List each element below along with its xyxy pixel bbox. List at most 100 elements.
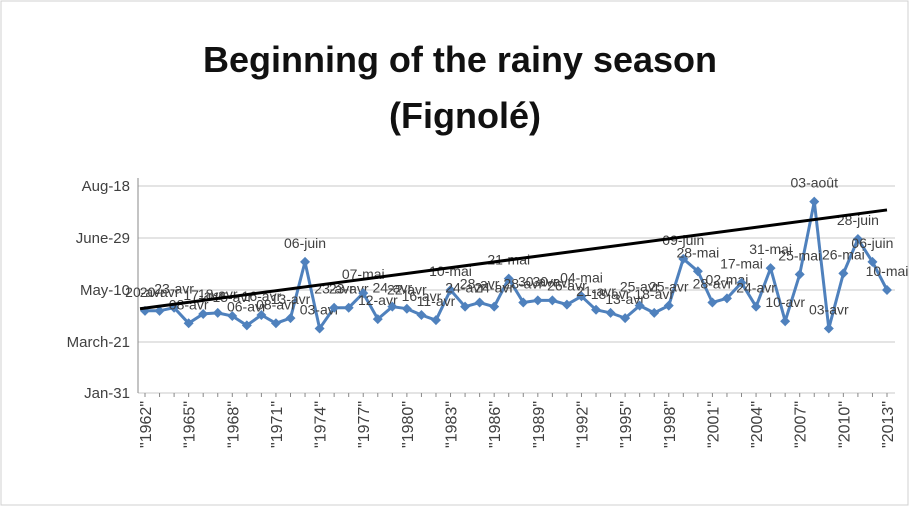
trend-line — [139, 208, 888, 311]
data-label: 18-avr — [634, 286, 674, 302]
point-marker — [765, 263, 776, 274]
y-tick-label: Aug-18 — [82, 178, 130, 195]
data-label: 25-mai — [778, 247, 821, 263]
point-marker — [867, 256, 878, 267]
y-tick-label: Jan-31 — [84, 385, 130, 402]
point-marker — [751, 301, 762, 312]
data-label: 13-avr — [605, 291, 645, 307]
x-tick-label: "2004" — [749, 401, 766, 448]
point-marker — [445, 285, 456, 296]
point-marker — [605, 307, 616, 318]
point-marker — [620, 313, 631, 324]
point-marker — [154, 305, 165, 316]
point-marker — [678, 253, 689, 264]
data-label: 12-avr — [358, 292, 398, 308]
data-label: 28-avr — [693, 276, 733, 292]
point-marker — [329, 302, 340, 313]
data-label: 10-avr — [765, 294, 805, 310]
x-tick-label: "1983" — [444, 401, 461, 448]
data-label: 28-avr — [503, 276, 543, 292]
data-label: 24-avr — [474, 280, 514, 296]
data-label: 03-avr — [809, 302, 849, 318]
data-label: 24-avr — [372, 280, 412, 296]
x-tick-label: "1998" — [662, 401, 679, 448]
point-marker — [561, 299, 572, 310]
data-label: 26-mai — [822, 246, 865, 262]
x-tick-label: "1971" — [269, 401, 286, 448]
point-marker — [372, 314, 383, 325]
point-marker — [198, 308, 209, 319]
x-tick-label: "2001" — [705, 401, 722, 448]
data-label: 13-avr — [271, 291, 311, 307]
chart-title: (Fignolé) — [389, 95, 541, 136]
point-marker — [489, 301, 500, 312]
point-marker — [721, 293, 732, 304]
data-label: 10-mai — [866, 263, 909, 279]
x-tick-label: "1965" — [182, 401, 199, 448]
x-tick-label: "1980" — [400, 401, 417, 448]
x-tick-label: "1977" — [356, 401, 373, 448]
data-label: 25-avr — [649, 279, 689, 295]
x-tick-label: "1962" — [138, 401, 155, 448]
x-tick-label: "1989" — [531, 401, 548, 448]
point-marker — [882, 285, 892, 296]
data-label: 20-avr — [125, 284, 165, 300]
data-label: 26-avr — [547, 278, 587, 294]
point-marker — [314, 323, 325, 334]
point-marker — [430, 315, 441, 326]
data-label: 06-juin — [851, 235, 893, 251]
x-tick-label: "1995" — [618, 401, 635, 448]
point-marker — [518, 297, 529, 308]
point-marker — [401, 303, 412, 314]
point-marker — [256, 309, 267, 320]
x-tick-label: "1968" — [225, 401, 242, 448]
point-marker — [692, 266, 703, 277]
y-tick-label: March-21 — [67, 334, 130, 351]
point-marker — [532, 295, 543, 306]
data-label: 11-avr — [417, 293, 456, 309]
x-tick-label: "2013" — [880, 401, 897, 448]
x-tick-label: "1986" — [487, 401, 504, 448]
point-marker — [852, 234, 863, 245]
data-label: 25-avr — [620, 279, 660, 295]
data-label: 30-avr — [533, 273, 573, 289]
chart-title: Beginning of the rainy season — [203, 39, 717, 80]
data-label: 28-mai — [676, 244, 719, 260]
data-label: 21-avr — [576, 283, 616, 299]
point-marker — [387, 301, 398, 312]
point-marker — [343, 302, 354, 313]
x-tick-label: "2010" — [836, 401, 853, 448]
data-label: 20-avr — [140, 284, 180, 300]
data-label: 22-avr — [387, 282, 427, 298]
data-label: 23-avr — [154, 281, 194, 297]
point-marker — [707, 297, 718, 308]
series-line — [145, 201, 889, 333]
data-label: 31-mai — [749, 241, 792, 257]
point-marker — [736, 277, 747, 288]
point-marker — [576, 291, 587, 302]
point-marker — [780, 316, 791, 327]
point-marker — [809, 196, 820, 207]
point-marker — [503, 273, 514, 284]
x-tick-label: "1992" — [574, 401, 591, 448]
data-label: 28-avr — [460, 276, 500, 292]
data-label: 03-avr — [300, 302, 340, 318]
point-marker — [591, 304, 602, 315]
point-marker — [474, 297, 485, 308]
data-label: 06-avr — [227, 298, 267, 314]
x-tick-label: "1974" — [313, 401, 330, 448]
point-marker — [358, 288, 369, 299]
x-tick-label: "2007" — [793, 401, 810, 448]
point-marker — [227, 311, 238, 322]
y-tick-label: May-10 — [80, 282, 130, 299]
y-tick-label: June-29 — [76, 230, 130, 247]
point-marker — [823, 323, 834, 334]
point-marker — [212, 307, 223, 318]
data-label: 08-avr — [256, 296, 296, 312]
data-label: 04-mai — [560, 269, 603, 285]
data-label: 24-avr — [736, 280, 776, 296]
data-label: 03-août — [791, 175, 839, 191]
data-label: 16-avr — [402, 288, 442, 304]
